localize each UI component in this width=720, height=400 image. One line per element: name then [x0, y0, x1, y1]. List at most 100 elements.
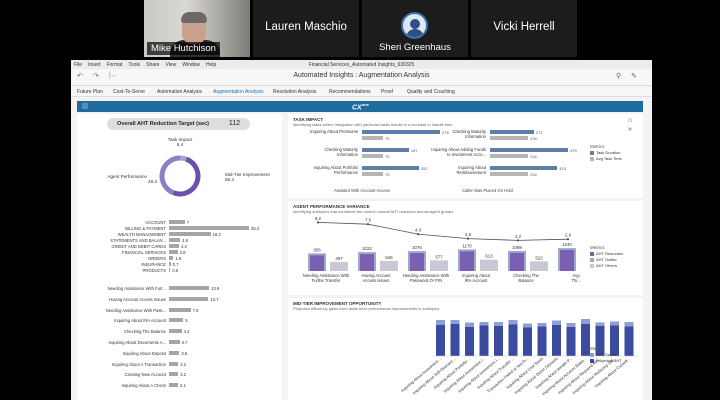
projected-aht-bar[interactable] — [436, 325, 445, 356]
aht-others-bar[interactable] — [430, 260, 448, 271]
legend-item[interactable]: Task Duration — [590, 150, 622, 156]
task-duration-value: 271 — [536, 129, 543, 135]
aht-reduction-point[interactable] — [466, 237, 470, 240]
os-menu-item[interactable]: Share — [146, 62, 160, 68]
aht-reduction-point[interactable] — [566, 238, 570, 241]
aht-saved-bar[interactable] — [450, 320, 460, 324]
tab-recommendations[interactable]: Recommendations — [329, 89, 371, 95]
aht-others-bar[interactable] — [330, 261, 348, 271]
aht-others-bar[interactable] — [480, 259, 498, 271]
tab-cost-to-serve[interactable]: Cost-To-Serve — [113, 89, 145, 95]
avg-task-time-bar[interactable] — [362, 154, 384, 158]
aht-saved-bar[interactable] — [465, 322, 474, 328]
projected-aht-bar[interactable] — [450, 324, 460, 356]
aht-saved-bar[interactable] — [581, 319, 590, 324]
os-menu-bar: File Insert Format Tools Share View Window Help… — [71, 60, 652, 69]
tab-augmentation-analysis[interactable]: Augmentation Analysis — [213, 89, 264, 95]
avg-task-time-bar[interactable] — [362, 172, 384, 176]
tab-proof[interactable]: Proof — [381, 89, 393, 95]
donut-slice[interactable] — [172, 156, 201, 197]
avg-task-time-bar[interactable] — [490, 136, 529, 140]
aht-reduction-bar — [410, 253, 424, 271]
aht-saved-bar[interactable] — [552, 320, 561, 326]
forward-icon[interactable]: » — [628, 126, 632, 133]
projected-aht-bar[interactable] — [537, 326, 547, 357]
os-menu-item[interactable]: Window — [182, 62, 200, 68]
aht-saved-bar[interactable] — [436, 320, 445, 325]
aht-saved-bar[interactable] — [537, 323, 547, 327]
subtopic-bar — [169, 307, 191, 312]
projected-aht-bar[interactable] — [494, 326, 503, 356]
legend-item[interactable]: AHT Saved — [590, 352, 622, 358]
projected-aht-bar[interactable] — [508, 324, 518, 357]
projected-aht-bar[interactable] — [610, 325, 619, 357]
os-menu-item[interactable]: Insert — [88, 62, 101, 68]
revert-icon[interactable]: |← — [109, 72, 118, 79]
task-duration-bar[interactable] — [362, 130, 440, 134]
task-duration-bar[interactable] — [490, 166, 558, 170]
aht-saved-bar[interactable] — [479, 322, 489, 326]
aht-saved-bar[interactable] — [566, 323, 576, 327]
legend-item[interactable]: AHT Others — [590, 263, 623, 269]
aht-saved-bar[interactable] — [494, 322, 503, 326]
task-duration-bar[interactable] — [362, 166, 419, 170]
aht-reduction-point[interactable] — [316, 221, 320, 224]
edit-icon[interactable]: ✎ — [631, 73, 637, 80]
aht-saved-bar[interactable] — [610, 321, 619, 326]
os-menu-item[interactable]: Format — [106, 62, 123, 68]
projected-aht-bar[interactable] — [566, 327, 576, 356]
agent-performance-legend: Metrics AHT Reduction AHT Outlier AHT Other… — [590, 245, 623, 269]
aht-saved-bar[interactable] — [624, 322, 634, 327]
participant-tile-2[interactable]: Lauren Maschio — [253, 0, 359, 57]
legend-item[interactable]: Avg Task Time — [590, 156, 622, 162]
aht-others-bar[interactable] — [380, 260, 398, 271]
legend-item[interactable]: AHT Outlier — [590, 257, 623, 263]
undo-icon[interactable]: ↶ — [77, 73, 83, 80]
aht-saved-bar[interactable] — [595, 322, 605, 327]
tab-future-plan[interactable]: Future Plan — [77, 89, 103, 95]
projected-aht-bar[interactable] — [523, 327, 532, 357]
aht-reduction-point[interactable] — [516, 239, 520, 242]
participant-tile-4[interactable]: Vicki Herrell — [471, 0, 577, 57]
aht-others-bar[interactable] — [530, 261, 548, 271]
avg-task-time-bar[interactable] — [362, 136, 384, 140]
aht-reduction-point[interactable] — [366, 223, 370, 226]
legend-item[interactable]: AHT Reduction — [590, 251, 623, 257]
subtopic-bar-value: 3.7 — [181, 340, 188, 345]
participant-tile-1[interactable]: Mike Hutchison — [144, 0, 250, 57]
task-duration-bar[interactable] — [362, 148, 409, 152]
donut-slice[interactable] — [179, 155, 188, 162]
os-menu-item[interactable]: Tools — [128, 62, 141, 68]
task-impact-label: Inquiring About Reimbursement — [456, 165, 486, 175]
os-menu-item[interactable]: Help — [206, 62, 217, 68]
legend-item[interactable]: Projected AHT — [590, 358, 622, 364]
aht-reduction-point[interactable] — [416, 233, 420, 236]
projected-aht-bar[interactable] — [465, 327, 474, 356]
filter-icon[interactable]: ⚲ — [616, 73, 622, 80]
donut-value: 6.4 — [177, 142, 184, 147]
avg-task-time-bar[interactable] — [490, 172, 529, 176]
tab-automation-analysis[interactable]: Automation Analysis — [157, 89, 203, 95]
participant-tile-3[interactable]: Sheri Greenhaus — [362, 0, 468, 57]
home-icon[interactable]: ⌂ — [628, 117, 633, 124]
legend-label: AHT Reduction — [596, 251, 624, 256]
tab-quality-and-coaching[interactable]: Quality and Coaching — [407, 89, 455, 95]
projected-aht-bar[interactable] — [581, 324, 590, 356]
projected-aht-bar[interactable] — [624, 326, 634, 357]
aht-saved-bar[interactable] — [523, 323, 532, 328]
window-title: Financial Services_Automated Insights_63… — [308, 62, 415, 68]
redo-icon[interactable]: ↷ — [93, 73, 99, 80]
projected-aht-bar[interactable] — [479, 325, 489, 357]
task-duration-bar[interactable] — [490, 148, 568, 152]
projected-aht-bar[interactable] — [552, 325, 561, 356]
tab-resolution-analysis[interactable]: Resolution Analysis — [273, 89, 317, 95]
kpi-card[interactable]: Overall AHT Reduction Target (sec) 112 — [107, 118, 250, 130]
aht-saved-bar[interactable] — [508, 320, 518, 325]
avg-task-time-bar[interactable] — [490, 154, 529, 158]
os-menu-item[interactable]: View — [165, 62, 177, 68]
task-duration-bar[interactable] — [490, 130, 535, 134]
donut-slice[interactable] — [159, 155, 181, 196]
app-grid-icon[interactable] — [82, 103, 88, 109]
projected-aht-bar[interactable] — [595, 326, 605, 356]
os-menu-item[interactable]: File — [74, 62, 83, 68]
